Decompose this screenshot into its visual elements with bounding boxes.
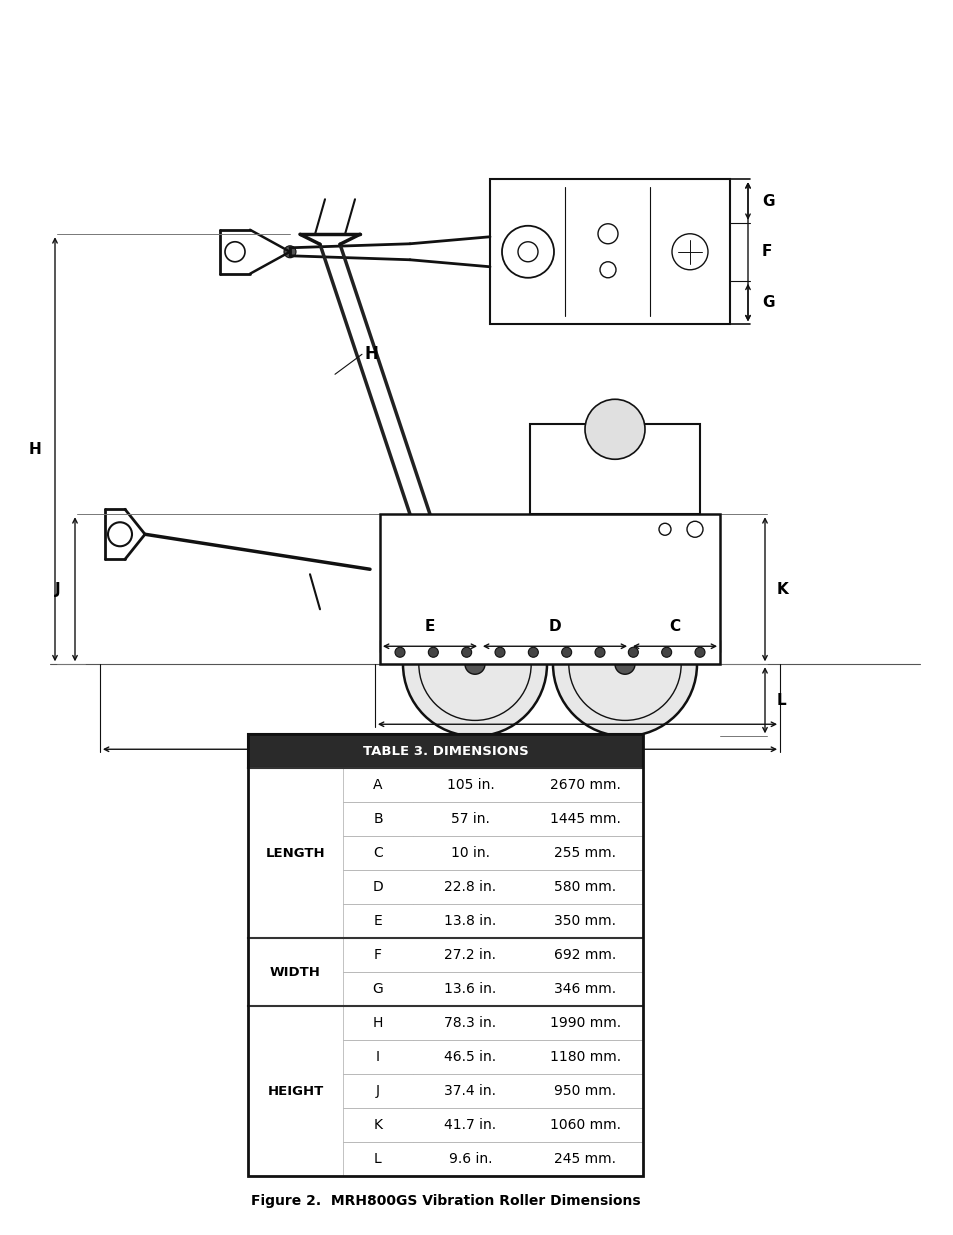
Text: 13.8 in.: 13.8 in.	[444, 914, 497, 929]
Text: 346 mm.: 346 mm.	[554, 982, 616, 997]
Circle shape	[495, 647, 504, 657]
Text: H: H	[29, 442, 41, 457]
Text: C: C	[373, 846, 382, 861]
Bar	[248, 1142, 642, 1176]
Bar	[248, 871, 642, 904]
Bar	[248, 1074, 642, 1108]
Text: PAGE 14 — MQ-MIKASA MRH800GS ROLLER — OPERATION AND PARTS MANUAL — REV. #5 (05/2: PAGE 14 — MQ-MIKASA MRH800GS ROLLER — OP…	[183, 1209, 770, 1220]
Text: 245 mm.: 245 mm.	[554, 1152, 616, 1166]
Text: 580 mm.: 580 mm.	[554, 881, 616, 894]
Bar	[248, 768, 642, 803]
Text: 46.5 in.: 46.5 in.	[444, 1050, 497, 1065]
Bar	[379, 514, 720, 664]
Bar	[248, 939, 343, 1007]
Circle shape	[595, 647, 604, 657]
Text: L: L	[776, 693, 786, 708]
Text: A: A	[433, 763, 446, 782]
Text: 41.7 in.: 41.7 in.	[444, 1118, 497, 1132]
Text: HEIGHT: HEIGHT	[267, 1084, 323, 1098]
Text: D: D	[373, 881, 383, 894]
Text: E: E	[374, 914, 382, 929]
Bar	[490, 179, 729, 325]
Circle shape	[284, 246, 295, 258]
Text: I: I	[375, 1050, 379, 1065]
Text: C: C	[669, 619, 679, 635]
Text: 255 mm.: 255 mm.	[554, 846, 616, 861]
Bar	[248, 768, 343, 939]
Bar	[248, 904, 642, 939]
Text: D: D	[548, 619, 560, 635]
Text: 1990 mm.: 1990 mm.	[549, 1016, 620, 1030]
Circle shape	[561, 647, 571, 657]
Circle shape	[464, 655, 484, 674]
Circle shape	[661, 647, 671, 657]
Bar	[248, 939, 642, 972]
Text: H: H	[373, 1016, 383, 1030]
Bar	[248, 735, 642, 768]
Text: K: K	[374, 1118, 382, 1132]
Text: 692 mm.: 692 mm.	[554, 948, 616, 962]
Text: MRH800GS — VIBRATION ROLLER DIMENSIONS: MRH800GS — VIBRATION ROLLER DIMENSIONS	[185, 20, 768, 40]
Bar	[248, 972, 642, 1007]
Circle shape	[402, 593, 546, 736]
Text: 1445 mm.: 1445 mm.	[550, 813, 620, 826]
Text: G: G	[761, 295, 774, 310]
Text: 2670 mm.: 2670 mm.	[550, 778, 620, 793]
Bar	[248, 1040, 642, 1074]
Text: 105 in.: 105 in.	[446, 778, 494, 793]
Bar	[530, 425, 700, 514]
Text: A: A	[373, 778, 382, 793]
Text: B: B	[571, 736, 582, 751]
Circle shape	[428, 647, 437, 657]
Text: K: K	[776, 582, 788, 597]
Text: J: J	[375, 1084, 379, 1098]
Circle shape	[584, 399, 644, 459]
Text: 78.3 in.: 78.3 in.	[444, 1016, 497, 1030]
Text: L: L	[374, 1152, 381, 1166]
Bar	[248, 1108, 642, 1142]
Text: F: F	[761, 245, 772, 259]
Text: B: B	[373, 813, 382, 826]
Text: WIDTH: WIDTH	[270, 966, 320, 979]
Text: Figure 2.  MRH800GS Vibration Roller Dimensions: Figure 2. MRH800GS Vibration Roller Dime…	[251, 1194, 639, 1208]
Bar	[248, 836, 642, 871]
Text: 37.4 in.: 37.4 in.	[444, 1084, 496, 1098]
Text: 57 in.: 57 in.	[451, 813, 490, 826]
Text: 10 in.: 10 in.	[451, 846, 490, 861]
Text: E: E	[424, 619, 435, 635]
Bar	[248, 1007, 642, 1040]
Text: H: H	[365, 346, 378, 363]
Text: 9.6 in.: 9.6 in.	[448, 1152, 492, 1166]
Circle shape	[695, 647, 704, 657]
Circle shape	[553, 593, 697, 736]
Text: 1060 mm.: 1060 mm.	[550, 1118, 620, 1132]
Text: G: G	[373, 982, 383, 997]
Bar	[248, 735, 642, 1176]
Text: 1180 mm.: 1180 mm.	[549, 1050, 620, 1065]
Text: LENGTH: LENGTH	[265, 847, 325, 860]
Bar	[248, 1007, 343, 1176]
Text: 350 mm.: 350 mm.	[554, 914, 616, 929]
Bar	[248, 803, 642, 836]
Text: 27.2 in.: 27.2 in.	[444, 948, 496, 962]
Text: G: G	[761, 194, 774, 209]
Text: F: F	[374, 948, 381, 962]
Circle shape	[528, 647, 537, 657]
Circle shape	[395, 647, 405, 657]
Text: TABLE 3. DIMENSIONS: TABLE 3. DIMENSIONS	[362, 745, 528, 758]
Text: 13.6 in.: 13.6 in.	[444, 982, 497, 997]
Text: 22.8 in.: 22.8 in.	[444, 881, 497, 894]
Text: 950 mm.: 950 mm.	[554, 1084, 616, 1098]
Text: J: J	[55, 582, 61, 597]
Circle shape	[615, 655, 635, 674]
Circle shape	[461, 647, 471, 657]
Circle shape	[628, 647, 638, 657]
